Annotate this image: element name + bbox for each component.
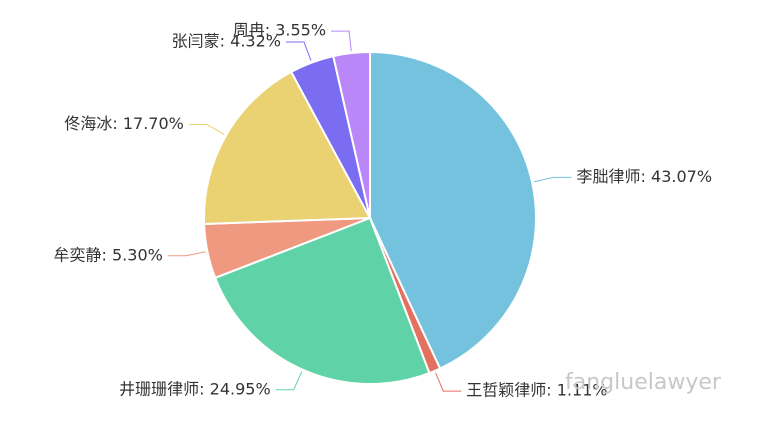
leader-line: [275, 371, 303, 391]
data-label: 牟奕静: 5.30%: [54, 245, 163, 264]
leader-line: [331, 30, 352, 52]
watermark: fangluelawyer: [565, 370, 722, 395]
data-label: 佟海冰: 17.70%: [64, 114, 184, 133]
leader-line: [188, 124, 225, 135]
data-label: 王哲颖律师: 1.11%: [466, 381, 607, 400]
data-label: 李朏律师: 43.07%: [577, 167, 713, 186]
data-label: 井珊珊律师: 24.95%: [119, 379, 271, 398]
leader-line: [285, 41, 312, 61]
pie-slice: [332, 50, 371, 219]
data-label: 周冉: 3.55%: [233, 21, 326, 40]
pie-slice: [369, 50, 537, 370]
pie-slice: [213, 216, 431, 385]
data-label: 张闫蒙: 4.32%: [172, 31, 281, 50]
leader-line: [435, 372, 462, 392]
leader-line: [167, 251, 206, 257]
leader-line: [533, 176, 572, 183]
pie-slice: [203, 70, 372, 225]
